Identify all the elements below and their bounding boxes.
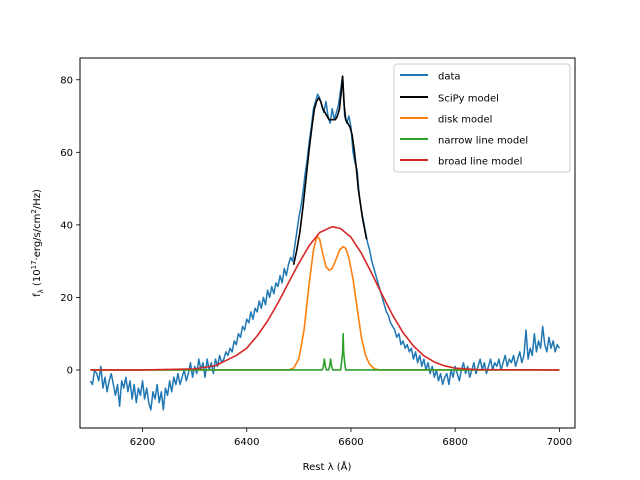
- x-axis-ticks: 6200 6400 6600 6800 7000: [130, 428, 572, 448]
- x-axis-label: Rest λ (Å): [303, 460, 352, 473]
- y-axis-label: fλ (1017·erg/s/cm2/Hz): [30, 189, 45, 297]
- legend-label-disk-model: disk model: [438, 115, 492, 126]
- x-tick-label-6400: 6400: [234, 437, 259, 448]
- y-tick-label-20: 20: [60, 293, 73, 304]
- legend-label-scipy-model: SciPy model: [438, 94, 499, 105]
- y-tick-label-60: 60: [60, 148, 73, 159]
- y-tick-label-80: 80: [60, 75, 73, 86]
- y-axis-ticks: 0 20 40 60 80: [60, 75, 80, 376]
- series-layer: [89, 75, 561, 411]
- x-tick-label-7000: 7000: [547, 437, 572, 448]
- legend-label-data: data: [438, 72, 461, 83]
- x-tick-label-6800: 6800: [442, 437, 467, 448]
- plot-frame: [79, 57, 576, 429]
- legend: data SciPy model disk model narrow line …: [393, 63, 571, 173]
- series-line-data: [89, 75, 561, 411]
- legend-label-broad-line-model: broad line model: [438, 157, 522, 168]
- series-line-disk-model: [90, 234, 560, 371]
- series-line-broad-line-model: [90, 225, 560, 371]
- legend-label-narrow-line-model: narrow line model: [438, 136, 528, 147]
- y-tick-label-40: 40: [60, 220, 73, 231]
- legend-box: [393, 63, 571, 173]
- series-line-narrow-line-model: [90, 332, 560, 371]
- series-line-scipy-model: [292, 75, 368, 265]
- x-tick-label-6600: 6600: [338, 437, 363, 448]
- x-tick-label-6200: 6200: [130, 437, 155, 448]
- y-tick-label-0: 0: [67, 365, 73, 376]
